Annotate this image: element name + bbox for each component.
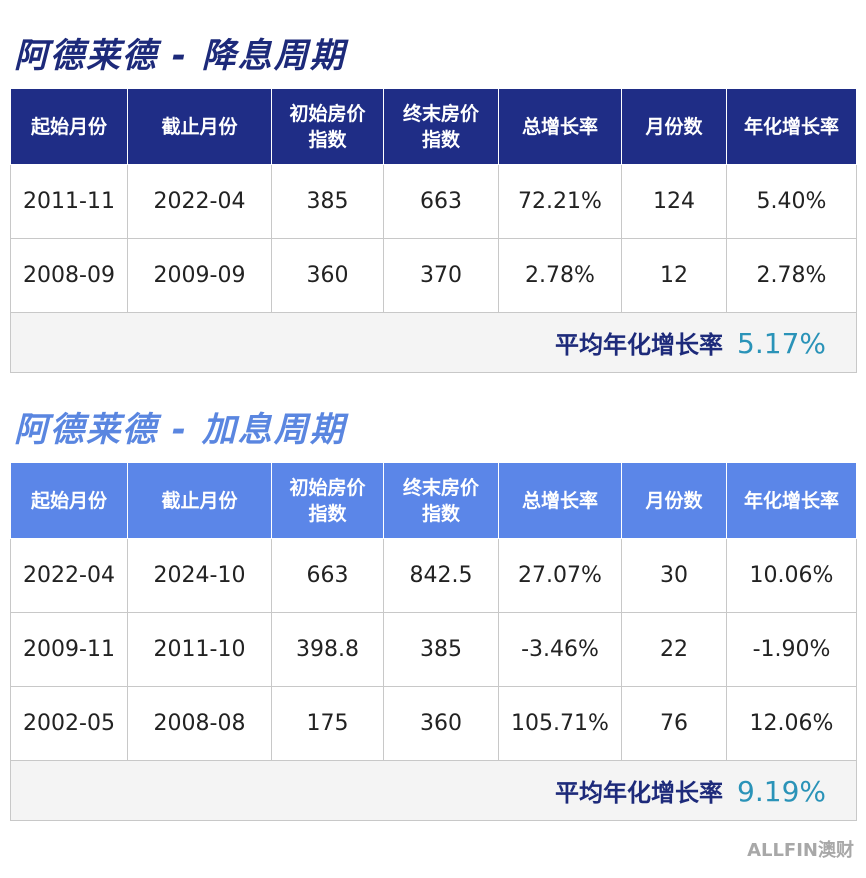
cell: 360 bbox=[271, 238, 384, 313]
header-row: 起始月份 截止月份 初始房价 指数 终末房价 指数 总增长率 月份数 年化增长率 bbox=[10, 462, 857, 539]
data-row: 2008-09 2009-09 360 370 2.78% 12 2.78% bbox=[10, 238, 857, 313]
data-row: 2009-11 2011-10 398.8 385 -3.46% 22 -1.90% bbox=[10, 612, 857, 687]
header-cell: 总增长率 bbox=[498, 462, 622, 539]
data-table: 起始月份 截止月份 初始房价 指数 终末房价 指数 总增长率 月份数 年化增长率 2011-1… bbox=[10, 88, 857, 373]
section-title: 阿德莱德 - 加息周期 bbox=[14, 410, 346, 450]
cell: 5.40% bbox=[726, 164, 857, 239]
header-cell: 年化增长率 bbox=[726, 88, 857, 165]
cell: 124 bbox=[621, 164, 727, 239]
footer-label: 平均年化增长率 bbox=[555, 779, 724, 807]
header-cell: 起始月份 bbox=[10, 88, 128, 165]
data-row: 2022-04 2024-10 663 842.5 27.07% 30 10.06% bbox=[10, 538, 857, 613]
cell: 27.07% bbox=[498, 538, 622, 613]
cell: 12 bbox=[621, 238, 727, 313]
cell: 663 bbox=[271, 538, 384, 613]
cell: 2011-10 bbox=[127, 612, 272, 687]
data-row: 2002-05 2008-08 175 360 105.71% 76 12.06% bbox=[10, 686, 857, 761]
header-row: 起始月份 截止月份 初始房价 指数 终末房价 指数 总增长率 月份数 年化增长率 bbox=[10, 88, 857, 165]
footer-row: 平均年化增长率 5.17% bbox=[10, 312, 857, 373]
cell: 30 bbox=[621, 538, 727, 613]
cell: 105.71% bbox=[498, 686, 622, 761]
cell: 76 bbox=[621, 686, 727, 761]
cell: 2024-10 bbox=[127, 538, 272, 613]
header-cell: 终末房价 指数 bbox=[383, 88, 499, 165]
header-cell: 起始月份 bbox=[10, 462, 128, 539]
data-row: 2011-11 2022-04 385 663 72.21% 124 5.40% bbox=[10, 164, 857, 239]
header-cell: 终末房价 指数 bbox=[383, 462, 499, 539]
cell: 22 bbox=[621, 612, 727, 687]
cell: 385 bbox=[271, 164, 384, 239]
cell: 12.06% bbox=[726, 686, 857, 761]
footer-label: 平均年化增长率 bbox=[555, 331, 724, 359]
header-cell: 总增长率 bbox=[498, 88, 622, 165]
header-cell: 截止月份 bbox=[127, 88, 272, 165]
header-cell: 月份数 bbox=[621, 88, 727, 165]
cell: 360 bbox=[383, 686, 499, 761]
header-cell: 截止月份 bbox=[127, 462, 272, 539]
cell: 2.78% bbox=[498, 238, 622, 313]
cell: 2009-11 bbox=[10, 612, 128, 687]
header-cell: 初始房价 指数 bbox=[271, 462, 384, 539]
cell: 175 bbox=[271, 686, 384, 761]
data-table: 起始月份 截止月份 初始房价 指数 终末房价 指数 总增长率 月份数 年化增长率 2022-0… bbox=[10, 462, 857, 821]
cell: 385 bbox=[383, 612, 499, 687]
footer-value: 9.19% bbox=[737, 775, 826, 808]
cell: 2009-09 bbox=[127, 238, 272, 313]
section-title: 阿德莱德 - 降息周期 bbox=[14, 36, 346, 76]
cell: 2022-04 bbox=[127, 164, 272, 239]
cell: -1.90% bbox=[726, 612, 857, 687]
logo: ALLFIN澳财 bbox=[747, 840, 854, 861]
footer-row: 平均年化增长率 9.19% bbox=[10, 760, 857, 821]
cell: 2022-04 bbox=[10, 538, 128, 613]
cell: -3.46% bbox=[498, 612, 622, 687]
cell: 2002-05 bbox=[10, 686, 128, 761]
header-cell: 月份数 bbox=[621, 462, 727, 539]
cell: 2.78% bbox=[726, 238, 857, 313]
cell: 2008-08 bbox=[127, 686, 272, 761]
cell: 2011-11 bbox=[10, 164, 128, 239]
cell: 10.06% bbox=[726, 538, 857, 613]
header-cell: 年化增长率 bbox=[726, 462, 857, 539]
cell: 842.5 bbox=[383, 538, 499, 613]
footer-cell: 平均年化增长率 5.17% bbox=[10, 312, 857, 373]
header-cell: 初始房价 指数 bbox=[271, 88, 384, 165]
footer-value: 5.17% bbox=[737, 327, 826, 360]
cell: 663 bbox=[383, 164, 499, 239]
footer-cell: 平均年化增长率 9.19% bbox=[10, 760, 857, 821]
cell: 370 bbox=[383, 238, 499, 313]
cell: 398.8 bbox=[271, 612, 384, 687]
cell: 72.21% bbox=[498, 164, 622, 239]
cell: 2008-09 bbox=[10, 238, 128, 313]
